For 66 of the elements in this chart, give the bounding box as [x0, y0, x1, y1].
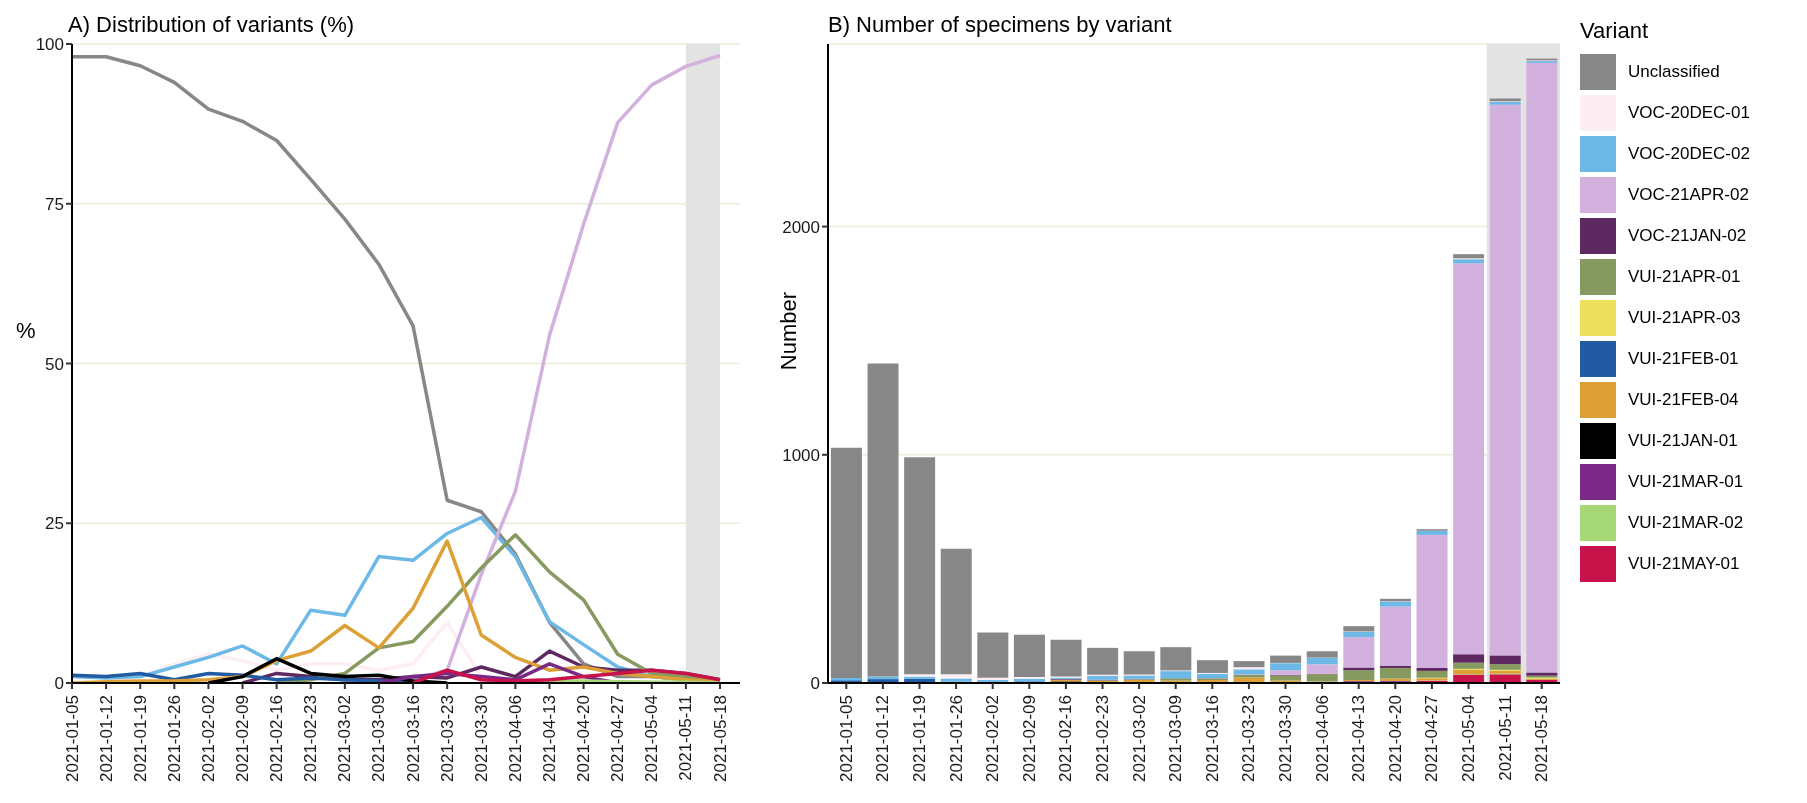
legend-label: VUI-21FEB-04	[1628, 389, 1739, 410]
x-tick-label: 2021-04-13	[539, 695, 559, 782]
x-tick-label: 2021-05-04	[642, 695, 662, 782]
x-tick-label: 2021-02-23	[301, 695, 321, 782]
chart-title: A) Distribution of variants (%)	[68, 12, 355, 38]
x-tick-label: 2021-03-30	[1276, 695, 1295, 782]
x-tick-label: 2021-01-05	[836, 695, 856, 782]
legend-label: VUI-21APR-03	[1628, 307, 1741, 328]
x-tick-label: 2021-05-18	[1532, 695, 1552, 782]
legend-label: VUI-21MAY-01	[1628, 553, 1740, 574]
x-tick-label: 2021-01-12	[873, 695, 893, 782]
y-tick-label: 0	[54, 674, 64, 694]
x-tick-label: 2021-03-09	[369, 695, 389, 782]
x-tick-label: 2021-05-18	[710, 695, 730, 782]
x-tick-label: 2021-04-06	[1312, 695, 1332, 782]
x-tick-label: 2021-05-11	[676, 695, 696, 781]
y-axis-title: %	[16, 318, 36, 344]
chart-title: B) Number of specimens by variant	[828, 12, 1172, 38]
x-tick-label: 2021-03-09	[1166, 695, 1186, 782]
x-tick-label: 2021-02-16	[1056, 695, 1076, 782]
legend-label: VOC-21APR-02	[1628, 184, 1749, 205]
y-tick-label: 50	[45, 354, 64, 374]
legend-title: Variant	[1580, 18, 1650, 44]
x-tick-label: 2021-02-09	[1019, 695, 1039, 782]
legend-label: VUI-21APR-01	[1628, 266, 1741, 287]
x-tick-label: 2021-03-16	[403, 695, 423, 782]
x-tick-label: 2021-03-23	[1239, 695, 1259, 782]
x-tick-label: 2021-02-09	[233, 695, 253, 782]
legend-label: VUI-21JAN-01	[1628, 430, 1738, 451]
x-tick-label: 2021-04-20	[574, 695, 594, 782]
x-tick-label: 2021-02-16	[267, 695, 287, 782]
legend-label: VOC-21JAN-02	[1628, 225, 1747, 246]
x-tick-label: 2021-04-06	[505, 695, 525, 782]
x-tick-label: 2021-01-19	[910, 695, 929, 782]
y-tick-label: 0	[810, 674, 820, 694]
x-tick-label: 2021-03-02	[335, 695, 355, 782]
x-tick-label: 2021-04-27	[1422, 695, 1442, 782]
x-tick-label: 2021-03-23	[437, 695, 457, 782]
y-tick-label: 2000	[782, 217, 820, 237]
y-tick-label: 25	[45, 514, 64, 534]
y-tick-label: 75	[45, 194, 64, 214]
legend-label: VUI-21MAR-02	[1628, 512, 1744, 533]
y-tick-label: 1000	[782, 445, 820, 465]
x-tick-label: 2021-02-02	[983, 695, 1003, 782]
x-tick-label: 2021-03-30	[471, 695, 491, 782]
x-tick-label: 2021-04-13	[1349, 695, 1369, 782]
legend-label: VUI-21FEB-01	[1628, 348, 1739, 369]
x-tick-label: 2021-01-05	[62, 695, 82, 782]
x-tick-label: 2021-01-12	[96, 695, 116, 782]
x-tick-label: 2021-01-26	[946, 695, 966, 782]
y-tick-label: 100	[35, 35, 64, 55]
x-tick-label: 2021-05-11	[1495, 695, 1515, 781]
x-tick-label: 2021-04-20	[1385, 695, 1405, 782]
x-tick-label: 2021-01-26	[164, 695, 184, 782]
x-tick-label: 2021-01-19	[130, 695, 150, 782]
legend-label: Unclassified	[1628, 61, 1720, 82]
x-tick-label: 2021-04-27	[608, 695, 628, 782]
y-axis-title: Number	[776, 291, 803, 371]
x-tick-label: 2021-05-04	[1459, 695, 1478, 782]
legend-label: VOC-20DEC-01	[1628, 102, 1750, 123]
legend-label: VUI-21MAR-01	[1628, 471, 1744, 492]
x-tick-label: 2021-03-16	[1202, 695, 1222, 782]
x-tick-label: 2021-02-02	[198, 695, 218, 782]
x-tick-label: 2021-03-02	[1129, 695, 1149, 782]
x-tick-label: 2021-02-23	[1093, 695, 1112, 782]
legend-label: VOC-20DEC-02	[1628, 143, 1750, 164]
